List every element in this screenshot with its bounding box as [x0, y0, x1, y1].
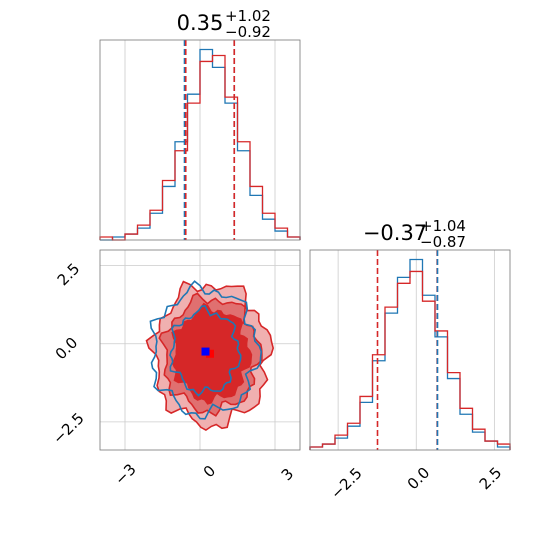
y-tick-2: 0.0: [52, 334, 82, 364]
x-tick-right-3: 2.5: [476, 464, 506, 494]
panel1-lower: −0.92: [225, 23, 271, 41]
joint-contour-panel: [99, 249, 301, 451]
contour-series-1-level-0: [149, 280, 263, 420]
panel1-median: 0.35: [177, 11, 224, 35]
hist1-series-1-step: [99, 54, 301, 241]
marginal-histogram-1: [99, 39, 301, 241]
panel1-title: 0.35: [177, 11, 224, 35]
hist2-series-1-step: [309, 270, 511, 450]
contour-series-1-level-1: [169, 305, 242, 397]
x-tick-left-2: 0: [200, 462, 219, 481]
x-tick-left-3: 3: [278, 465, 297, 484]
panel1-upper: +1.02: [225, 7, 271, 25]
x-tick-right-2: 0.0: [404, 464, 434, 494]
marginal-histogram-2: [309, 249, 511, 451]
hist2-series-0-step: [309, 258, 511, 450]
contour-marker-1: [201, 347, 210, 356]
joint-frame: [99, 249, 301, 451]
hist2-frame: [309, 249, 511, 451]
panel2-title: −0.37: [363, 221, 427, 245]
x-tick-right-1: −2.5: [327, 464, 365, 502]
panel2-lower: −0.87: [420, 233, 466, 251]
hist1-frame: [99, 39, 301, 241]
contour-marker-0: [206, 349, 214, 358]
y-tick-1: 2.5: [54, 260, 84, 290]
panel2-median: −0.37: [363, 221, 427, 245]
x-tick-left-1: −3: [111, 460, 139, 488]
y-tick-3: −2.5: [49, 409, 87, 447]
panel2-upper: +1.04: [420, 217, 466, 235]
